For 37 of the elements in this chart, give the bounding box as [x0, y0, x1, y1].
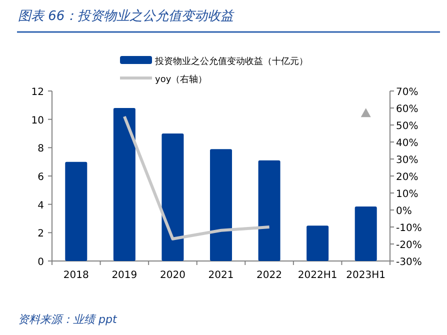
y2-tick-label: -20%	[396, 240, 422, 251]
y2-tick-label: 30%	[396, 155, 418, 166]
bar	[306, 226, 329, 261]
line-series	[122, 115, 271, 240]
legend-label: yoy（右轴）	[155, 74, 208, 85]
legend-label: 投资物业之公允值变动收益（十亿元）	[154, 56, 308, 67]
y-tick-label: 2	[38, 228, 44, 240]
y2-tick-label: 60%	[396, 104, 418, 115]
bar	[258, 160, 280, 261]
bar	[354, 206, 377, 261]
bar	[65, 162, 88, 261]
x-tick-label: 2022	[256, 270, 282, 281]
bar	[210, 149, 232, 261]
y-tick-label: 8	[38, 144, 44, 155]
y-tick-label: 4	[38, 200, 44, 212]
bar	[113, 108, 136, 261]
y2-tick-label: 50%	[396, 121, 418, 132]
y-tick-label: 10	[31, 115, 44, 126]
bar	[162, 134, 184, 261]
x-tick-label: 2020	[160, 270, 186, 281]
text: 资料来源：业绩 ppt	[18, 313, 118, 326]
y2-tick-label: 0%	[396, 206, 412, 217]
x-tick-label: 2023H1	[346, 270, 386, 281]
y-tick-label: 6	[38, 172, 44, 183]
y-tick-label: 0	[38, 257, 44, 268]
x-tick-label: 2021	[208, 270, 234, 281]
y2-tick-label: 70%	[396, 87, 418, 98]
x-tick-label: 2019	[112, 270, 138, 281]
x-tick-label: 2022H1	[298, 270, 338, 281]
y2-tick-label: -10%	[396, 223, 422, 234]
chart-title: 图表 66：投资物业之公允值变动收益	[18, 9, 235, 24]
y2-tick-label: -30%	[396, 257, 422, 268]
y2-tick-label: 20%	[396, 172, 418, 183]
y-tick-label: 12	[31, 87, 44, 98]
x-tick-label: 2018	[63, 270, 89, 281]
y2-tick-label: 10%	[396, 189, 418, 200]
y2-tick-label: 40%	[396, 138, 418, 149]
